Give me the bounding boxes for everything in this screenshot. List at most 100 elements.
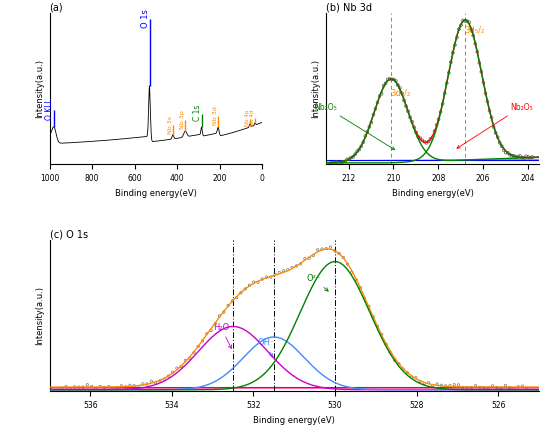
Point	[488, 383, 497, 390]
Point	[142, 381, 151, 387]
Text: OH⁻: OH⁻	[257, 338, 275, 357]
Point	[484, 384, 493, 391]
Point	[271, 271, 279, 278]
Point	[373, 99, 382, 106]
Point	[505, 151, 514, 158]
Point	[117, 382, 126, 389]
Point	[219, 309, 228, 316]
Point	[473, 49, 482, 55]
Point	[198, 338, 207, 344]
Text: (a): (a)	[50, 2, 63, 12]
Point	[373, 323, 382, 330]
Point	[349, 154, 358, 160]
Text: O²⁻: O²⁻	[306, 274, 328, 291]
Point	[514, 384, 522, 390]
Point	[442, 80, 451, 87]
Point	[454, 26, 463, 33]
X-axis label: Binding energy(eV): Binding energy(eV)	[115, 188, 197, 197]
Point	[450, 381, 459, 388]
Point	[249, 279, 258, 286]
Point	[412, 129, 421, 136]
Point	[475, 384, 484, 390]
Point	[363, 129, 372, 135]
Point	[503, 149, 512, 156]
Point	[70, 384, 79, 390]
Point	[444, 69, 453, 76]
Text: Nb 4d: Nb 4d	[250, 110, 255, 126]
Point	[337, 159, 345, 166]
Point	[441, 90, 449, 97]
Point	[190, 349, 199, 356]
Point	[236, 289, 245, 296]
Point	[479, 79, 488, 86]
Point	[383, 76, 392, 83]
Point	[328, 159, 337, 166]
Point	[528, 154, 537, 160]
Point	[365, 303, 373, 310]
Point	[485, 107, 494, 114]
Point	[424, 379, 433, 386]
Point	[332, 159, 341, 166]
Point	[418, 137, 427, 144]
Point	[450, 42, 459, 49]
Point	[351, 151, 360, 158]
Point	[275, 269, 284, 276]
Point	[422, 139, 431, 146]
Point	[522, 384, 531, 391]
Point	[453, 34, 461, 41]
Point	[377, 90, 386, 97]
Point	[334, 160, 343, 167]
Point	[87, 383, 96, 390]
Point	[458, 384, 467, 391]
Point	[516, 153, 525, 160]
Point	[436, 108, 445, 115]
Point	[245, 282, 254, 289]
Point	[173, 365, 182, 372]
Text: 3d₃/₂: 3d₃/₂	[390, 88, 410, 97]
Point	[480, 384, 488, 391]
Point	[434, 116, 443, 123]
Point	[508, 152, 516, 159]
Text: H₂O: H₂O	[213, 322, 232, 348]
Point	[518, 154, 526, 161]
Point	[134, 383, 143, 390]
Point	[194, 343, 202, 350]
Point	[430, 128, 439, 135]
Point	[108, 385, 117, 392]
Point	[428, 134, 437, 141]
Point	[168, 369, 177, 376]
Point	[428, 382, 437, 389]
Point	[399, 366, 408, 372]
Point	[125, 382, 134, 389]
Point	[410, 124, 419, 131]
Point	[322, 245, 331, 252]
Point	[389, 76, 398, 83]
Point	[377, 331, 386, 338]
Point	[367, 119, 376, 126]
Point	[296, 261, 305, 267]
Point	[471, 40, 480, 47]
Point	[465, 19, 474, 26]
Point	[408, 118, 416, 125]
Point	[509, 385, 518, 392]
Point	[340, 158, 349, 165]
Point	[420, 138, 429, 145]
Point	[300, 255, 309, 262]
Point	[62, 383, 70, 390]
Point	[518, 383, 527, 390]
Point	[345, 156, 354, 163]
Point	[371, 105, 380, 112]
Point	[369, 111, 378, 118]
Text: Nb 3s: Nb 3s	[168, 116, 173, 134]
Point	[160, 376, 168, 383]
Point	[351, 276, 360, 283]
Point	[438, 100, 447, 107]
Text: O 1s: O 1s	[141, 9, 150, 28]
Point	[512, 154, 520, 160]
Text: Nb 3d: Nb 3d	[213, 106, 218, 125]
Point	[185, 355, 194, 362]
Point	[456, 22, 465, 29]
Point	[398, 90, 406, 97]
Point	[334, 250, 343, 257]
Point	[151, 380, 160, 387]
